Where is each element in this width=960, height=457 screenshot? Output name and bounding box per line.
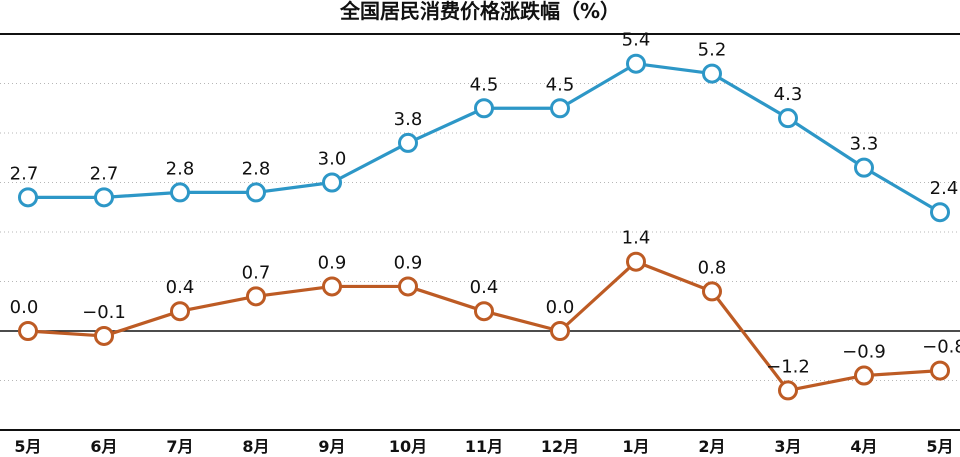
cpi-data-point <box>246 182 266 203</box>
cpi-data-point <box>702 63 722 84</box>
cpi-data-label: 4.5 <box>546 74 575 95</box>
ppi-data-point <box>322 276 342 297</box>
labels-layer: 2.7 2.7 2.8 2.8 3.0 3.8 4.5 4.5 5.4 5.2 4.3 3.3 2.4 0… <box>10 30 960 378</box>
cpi-data-point <box>94 187 114 208</box>
cpi-data-point <box>930 202 950 223</box>
x-axis-tick-label: 9月 <box>318 437 345 456</box>
cpi-data-label: 4.5 <box>470 74 499 95</box>
x-axis-tick-label: 1月 <box>622 437 649 456</box>
ppi-data-label: −1.2 <box>766 356 810 377</box>
ppi-data-point <box>854 365 874 386</box>
ppi-data-point <box>18 321 38 341</box>
cpi-data-point <box>398 132 418 153</box>
cpi-data-label: 2.7 <box>10 163 39 184</box>
ppi-data-point <box>778 380 798 401</box>
series-layer <box>18 53 950 401</box>
ppi-data-point <box>246 286 266 307</box>
x-axis-tick-label: 12月 <box>541 437 579 456</box>
ppi-data-point <box>170 301 190 322</box>
cpi-data-label: 2.7 <box>90 163 119 184</box>
chart-title: 全国居民消费价格涨跌幅（%） <box>339 0 620 23</box>
ppi-data-label: 0.0 <box>10 297 39 318</box>
cpi-data-point <box>322 172 342 193</box>
ppi-data-label: 0.8 <box>698 257 727 278</box>
cpi-data-point <box>170 182 190 203</box>
cpi-data-point <box>854 157 874 178</box>
x-axis-tick-label: 11月 <box>465 437 503 456</box>
ppi-data-point <box>94 325 114 346</box>
ppi-data-point <box>702 281 722 302</box>
cpi-data-label: 4.3 <box>774 84 803 105</box>
ppi-data-point <box>398 276 418 297</box>
ppi-data-label: −0.9 <box>842 342 886 363</box>
ppi-data-point <box>626 251 646 272</box>
ppi-data-point <box>930 360 950 381</box>
grid-layer <box>0 83 960 381</box>
cpi-data-label: 2.8 <box>166 158 195 179</box>
ppi-data-label: −0.8 <box>922 337 960 358</box>
cpi-data-label: 5.2 <box>698 40 727 61</box>
cpi-data-point <box>18 187 38 208</box>
cpi-data-point <box>778 108 798 129</box>
cpi-data-label: 5.4 <box>622 30 651 51</box>
cpi-data-point <box>626 53 646 74</box>
ppi-data-label: 0.4 <box>470 277 499 298</box>
x-axis-tick-label: 7月 <box>166 437 193 456</box>
ppi-data-label: 1.4 <box>622 228 651 249</box>
x-axis-tick-label: 10月 <box>389 437 427 456</box>
x-axis-tick-label: 3月 <box>774 437 801 456</box>
ppi-data-label: 0.9 <box>394 252 423 273</box>
ppi-data-point <box>474 301 494 322</box>
cpi-data-label: 3.8 <box>394 109 423 130</box>
cpi-data-label: 2.4 <box>930 178 959 199</box>
ppi-data-label: 0.7 <box>242 262 271 283</box>
ppi-data-label: 0.9 <box>318 252 347 273</box>
cpi-data-label: 3.3 <box>850 134 879 155</box>
x-axis-tick-label: 8月 <box>242 437 269 456</box>
cpi-data-point <box>474 98 494 119</box>
x-axis-tick-label: 5月 <box>14 437 41 456</box>
ppi-data-point <box>550 321 570 341</box>
x-axis-tick-label: 2月 <box>698 437 725 456</box>
cpi-data-label: 2.8 <box>242 158 271 179</box>
ppi-data-label: 0.4 <box>166 277 195 298</box>
x-axis-tick-label: 5月 <box>926 437 953 456</box>
cpi-data-label: 3.0 <box>318 149 347 170</box>
ppi-data-label: 0.0 <box>546 297 575 318</box>
x-axis-tick-label: 4月 <box>850 437 877 456</box>
axis-layer: 5月 6月 7月 8月 9月 10月 11月 12月 1月 2月 3月 4月 5月 <box>0 33 960 456</box>
ppi-data-label: −0.1 <box>82 302 126 323</box>
x-axis-tick-label: 6月 <box>90 437 117 456</box>
cpi-data-point <box>550 98 570 119</box>
